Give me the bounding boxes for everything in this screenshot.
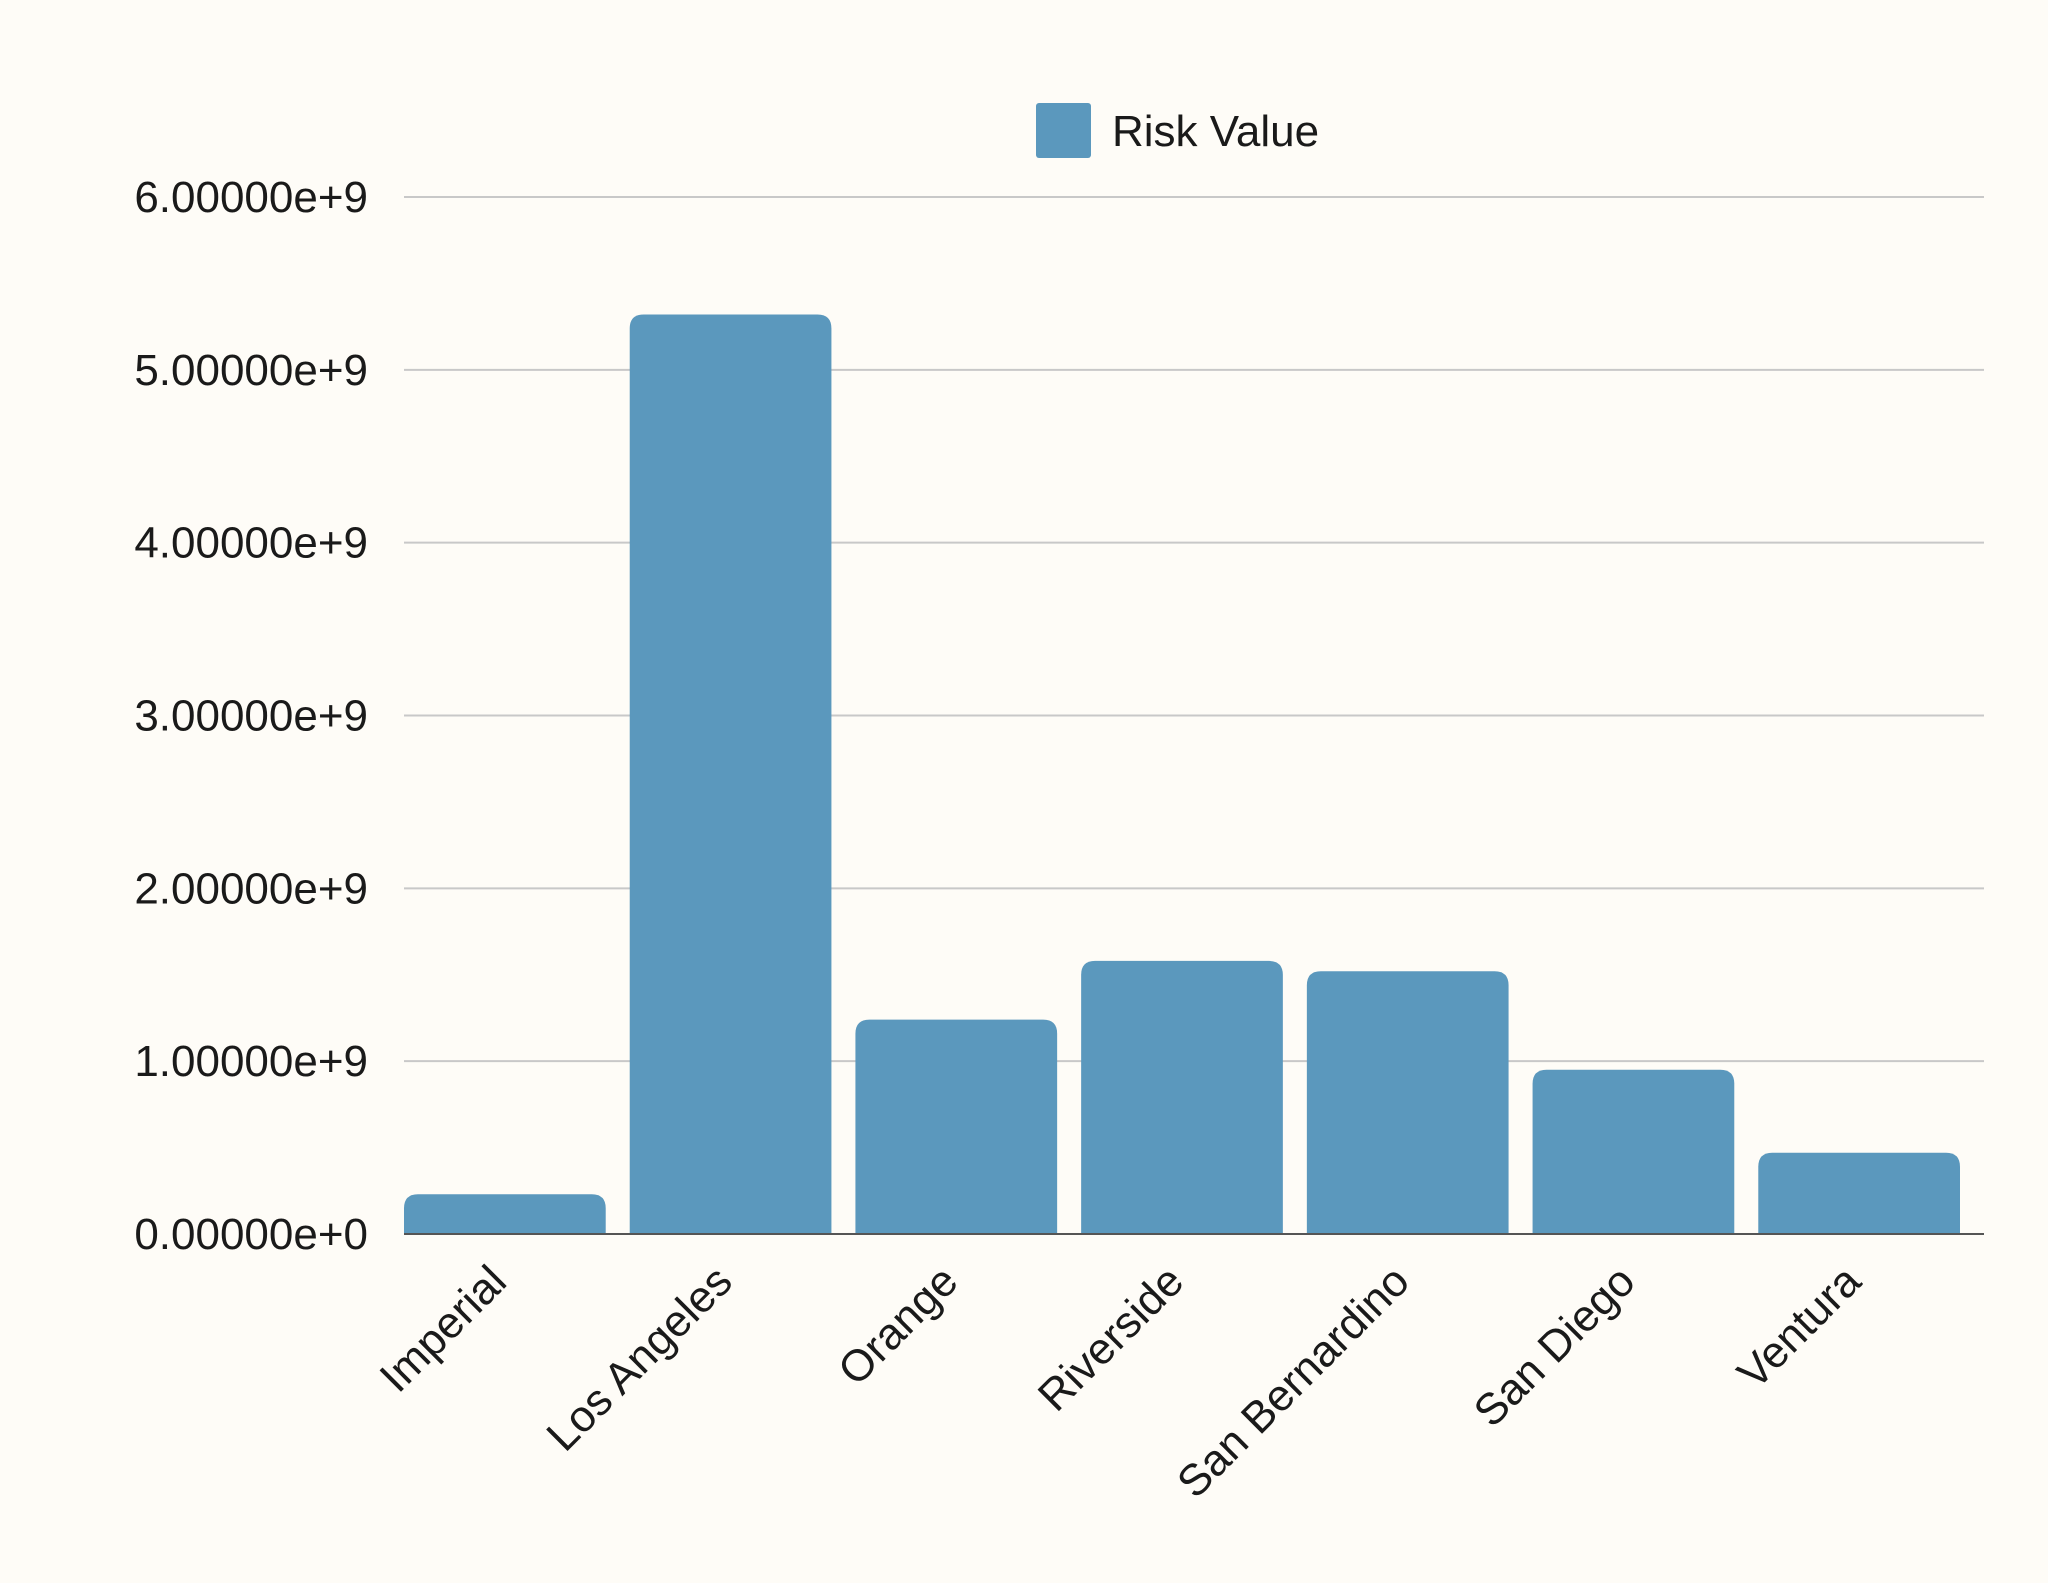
bar-imperial [404,1194,606,1234]
x-tick-label: Imperial [371,1256,516,1401]
y-tick-label: 4.00000e+9 [134,519,368,568]
x-tick-label: San Bernardino [1168,1256,1419,1507]
bars [404,314,1960,1234]
legend-label: Risk Value [1112,107,1319,156]
bar-san-bernardino [1306,971,1509,1234]
y-tick-label: 1.00000e+9 [134,1037,368,1086]
bar-san-diego [1532,1069,1735,1234]
bar-riverside [1081,960,1283,1234]
x-tick-label: Riverside [1029,1256,1193,1420]
x-tick-label: San Diego [1465,1256,1645,1436]
x-tick-label: Ventura [1728,1256,1870,1398]
x-tick-label: Orange [829,1256,967,1394]
x-tick-label: Los Angeles [537,1256,741,1460]
y-tick-label: 0.00000e+0 [134,1210,368,1259]
legend-swatch [1036,103,1091,158]
y-tick-label: 5.00000e+9 [134,346,368,395]
bar-ventura [1758,1152,1960,1234]
bar-los-angeles [629,314,832,1234]
bar-orange [855,1019,1058,1234]
y-tick-label: 3.00000e+9 [134,692,368,741]
y-tick-label: 2.00000e+9 [134,864,368,913]
y-tick-label: 6.00000e+9 [134,173,368,222]
legend: Risk Value [1036,103,1319,158]
y-axis-ticks: 0.00000e+0 1.00000e+9 2.00000e+9 3.00000e+9… [134,173,368,1259]
